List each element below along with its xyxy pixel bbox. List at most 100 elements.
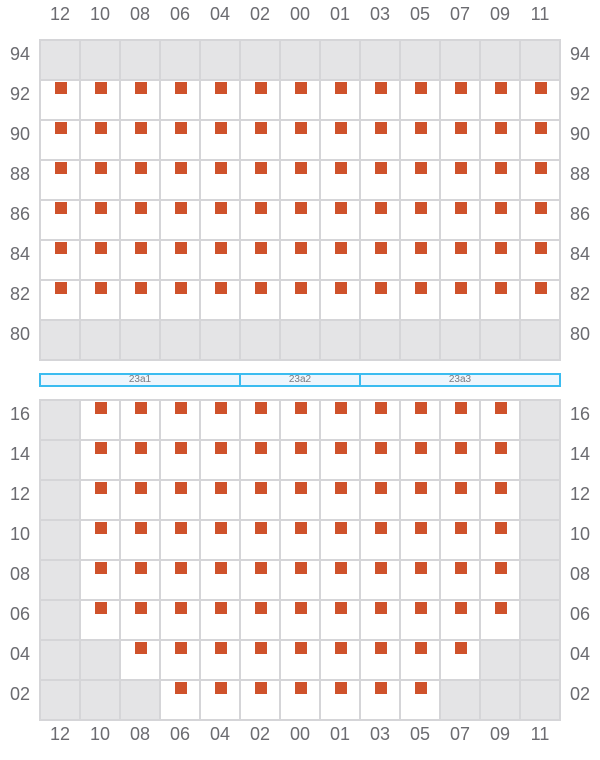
seat[interactable] [255, 642, 267, 654]
seat[interactable] [175, 122, 187, 134]
seat[interactable] [415, 602, 427, 614]
seat[interactable] [375, 682, 387, 694]
seat[interactable] [295, 162, 307, 174]
seat[interactable] [295, 642, 307, 654]
seat[interactable] [175, 162, 187, 174]
seat[interactable] [535, 202, 547, 214]
seat[interactable] [295, 562, 307, 574]
seat[interactable] [95, 82, 107, 94]
seat[interactable] [295, 522, 307, 534]
seat[interactable] [375, 282, 387, 294]
seat[interactable] [495, 482, 507, 494]
seat[interactable] [295, 442, 307, 454]
seat[interactable] [375, 522, 387, 534]
seat[interactable] [295, 242, 307, 254]
seat[interactable] [415, 402, 427, 414]
seat[interactable] [255, 202, 267, 214]
seat[interactable] [255, 442, 267, 454]
seat[interactable] [175, 682, 187, 694]
seat[interactable] [255, 122, 267, 134]
seat[interactable] [175, 282, 187, 294]
seat[interactable] [175, 482, 187, 494]
seat[interactable] [215, 442, 227, 454]
seat[interactable] [255, 562, 267, 574]
seat[interactable] [95, 442, 107, 454]
seat[interactable] [135, 602, 147, 614]
seat[interactable] [135, 82, 147, 94]
seat[interactable] [415, 162, 427, 174]
seat[interactable] [335, 242, 347, 254]
seat[interactable] [495, 282, 507, 294]
seat[interactable] [55, 282, 67, 294]
seat[interactable] [335, 82, 347, 94]
seat[interactable] [415, 482, 427, 494]
seat[interactable] [495, 602, 507, 614]
seat[interactable] [215, 562, 227, 574]
seat[interactable] [95, 602, 107, 614]
seat[interactable] [215, 482, 227, 494]
seat[interactable] [415, 202, 427, 214]
seat[interactable] [255, 602, 267, 614]
section-23a2[interactable]: 23a2 [239, 373, 361, 387]
seat[interactable] [175, 402, 187, 414]
seat[interactable] [55, 242, 67, 254]
seat[interactable] [295, 482, 307, 494]
seat[interactable] [415, 682, 427, 694]
seat[interactable] [335, 482, 347, 494]
seat[interactable] [135, 202, 147, 214]
seat[interactable] [255, 682, 267, 694]
seat[interactable] [335, 522, 347, 534]
seat[interactable] [295, 202, 307, 214]
seat[interactable] [335, 642, 347, 654]
seat[interactable] [415, 522, 427, 534]
seat[interactable] [215, 242, 227, 254]
seat[interactable] [295, 82, 307, 94]
seat[interactable] [375, 482, 387, 494]
seat[interactable] [255, 522, 267, 534]
seat[interactable] [335, 402, 347, 414]
seat[interactable] [55, 162, 67, 174]
seat[interactable] [215, 162, 227, 174]
seat[interactable] [95, 242, 107, 254]
seat[interactable] [295, 122, 307, 134]
seat[interactable] [135, 162, 147, 174]
seat[interactable] [95, 162, 107, 174]
seat[interactable] [375, 602, 387, 614]
seat[interactable] [455, 482, 467, 494]
seat[interactable] [135, 442, 147, 454]
seat[interactable] [535, 122, 547, 134]
seat[interactable] [495, 202, 507, 214]
seat[interactable] [495, 562, 507, 574]
seat[interactable] [535, 162, 547, 174]
seat[interactable] [375, 562, 387, 574]
seat[interactable] [495, 442, 507, 454]
seat[interactable] [375, 402, 387, 414]
seat[interactable] [335, 442, 347, 454]
seat[interactable] [135, 122, 147, 134]
seat[interactable] [375, 82, 387, 94]
section-23a1[interactable]: 23a1 [39, 373, 241, 387]
seat[interactable] [175, 522, 187, 534]
seat[interactable] [135, 282, 147, 294]
seat[interactable] [175, 82, 187, 94]
seat[interactable] [215, 402, 227, 414]
seat[interactable] [455, 162, 467, 174]
seat[interactable] [455, 442, 467, 454]
seat[interactable] [295, 602, 307, 614]
seat[interactable] [375, 202, 387, 214]
seat[interactable] [215, 282, 227, 294]
seat[interactable] [455, 602, 467, 614]
seat[interactable] [175, 642, 187, 654]
seat[interactable] [295, 402, 307, 414]
seat[interactable] [415, 562, 427, 574]
seat[interactable] [335, 162, 347, 174]
seat[interactable] [215, 522, 227, 534]
seat[interactable] [535, 242, 547, 254]
seat[interactable] [415, 442, 427, 454]
seat[interactable] [335, 122, 347, 134]
seat[interactable] [175, 442, 187, 454]
seat[interactable] [455, 522, 467, 534]
seat[interactable] [375, 122, 387, 134]
seat[interactable] [95, 562, 107, 574]
seat[interactable] [255, 82, 267, 94]
